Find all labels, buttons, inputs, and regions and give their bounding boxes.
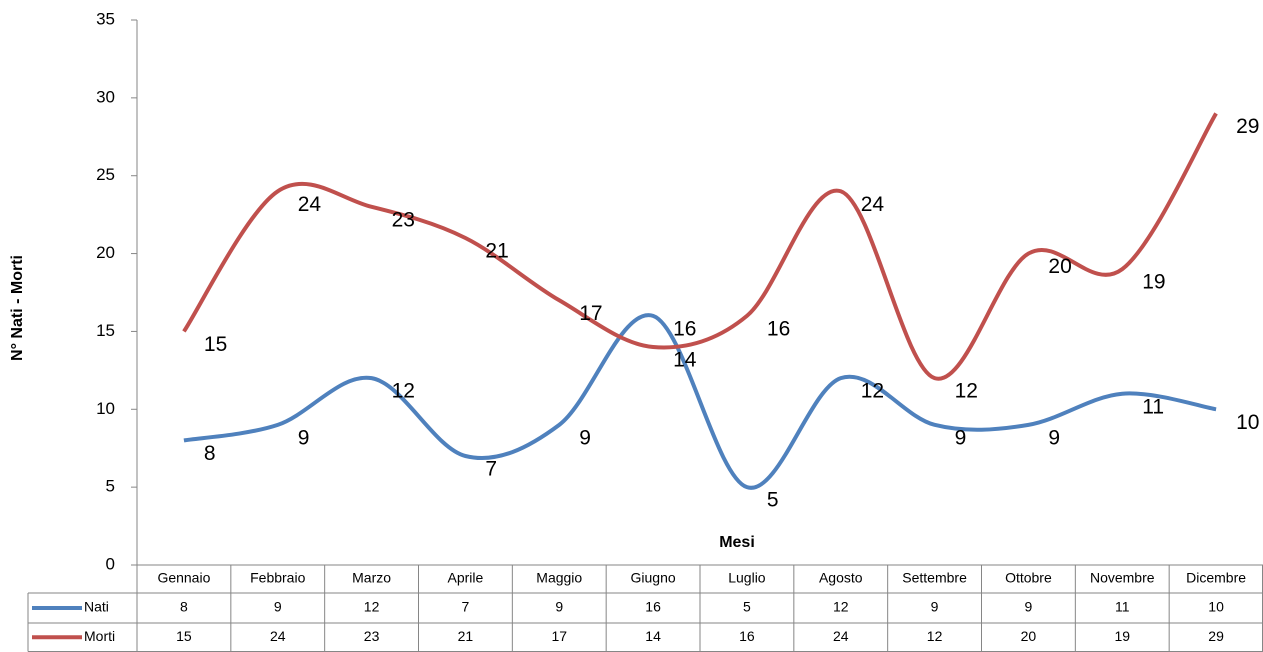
table-cell: 7: [462, 599, 470, 615]
data-label: 9: [298, 426, 310, 449]
table-cell: 19: [1114, 628, 1130, 644]
data-label: 21: [485, 240, 508, 263]
data-label: 9: [955, 426, 967, 449]
table-cell: 10: [1208, 599, 1224, 615]
table-cell: 9: [274, 599, 282, 615]
data-label: 11: [1142, 395, 1164, 418]
data-label: 16: [767, 317, 790, 340]
data-label: 16: [673, 317, 696, 340]
data-label: 19: [1142, 271, 1165, 294]
y-tick-label: 10: [96, 399, 115, 418]
table-cell: 12: [927, 628, 943, 644]
table-cell: 9: [931, 599, 939, 615]
table-cell: 24: [833, 628, 849, 644]
table-cell: 8: [180, 599, 188, 615]
data-label: 17: [579, 302, 602, 325]
table-cell: 23: [364, 628, 380, 644]
table-cell: 12: [833, 599, 849, 615]
y-tick-label: 5: [106, 477, 115, 496]
data-label: 12: [861, 380, 884, 403]
table-cell: 20: [1021, 628, 1037, 644]
x-tick-label: Novembre: [1090, 570, 1155, 586]
table-cell: 12: [364, 599, 380, 615]
table-cell: 14: [645, 628, 661, 644]
data-label: 12: [955, 380, 978, 403]
x-tick-label: Luglio: [728, 570, 766, 586]
x-tick-label: Gennaio: [157, 570, 210, 586]
legend-label: Morti: [84, 628, 115, 644]
x-tick-label: Aprile: [448, 570, 484, 586]
x-tick-label: Marzo: [352, 570, 391, 586]
series-line: [182, 112, 1218, 381]
table-cell: 11: [1115, 599, 1130, 615]
data-label: 14: [673, 349, 697, 372]
y-tick-label: 25: [96, 165, 115, 184]
series-line: [183, 313, 1217, 490]
table-cell: 29: [1208, 628, 1224, 644]
x-tick-label: Agosto: [819, 570, 863, 586]
y-tick-label: 0: [106, 554, 115, 573]
legend-label: Nati: [84, 599, 109, 615]
data-label: 5: [767, 489, 779, 512]
data-label: 9: [1048, 426, 1060, 449]
data-label: 15: [204, 333, 227, 356]
x-tick-label: Giugno: [631, 570, 676, 586]
table-cell: 9: [1025, 599, 1033, 615]
table-cell: 16: [645, 599, 661, 615]
x-tick-label: Febbraio: [250, 570, 305, 586]
y-axis-title: N° Nati - Morti: [9, 255, 26, 361]
data-label: 9: [579, 426, 591, 449]
x-tick-label: Settembre: [902, 570, 967, 586]
data-label: 12: [392, 380, 415, 403]
table-cell: 16: [739, 628, 755, 644]
x-tick-label: Ottobre: [1005, 570, 1052, 586]
table-cell: 17: [551, 628, 567, 644]
x-tick-label: Dicembre: [1186, 570, 1246, 586]
table-cell: 9: [555, 599, 563, 615]
data-label: 20: [1048, 255, 1071, 278]
data-label: 7: [485, 458, 497, 481]
y-tick-label: 20: [96, 243, 115, 262]
y-tick-label: 15: [96, 321, 115, 340]
x-tick-label: Maggio: [536, 570, 582, 586]
table-cell: 21: [458, 628, 474, 644]
data-label: 24: [861, 193, 885, 216]
y-tick-label: 30: [96, 87, 115, 106]
data-label: 8: [204, 442, 216, 465]
table-cell: 24: [270, 628, 286, 644]
data-label: 29: [1236, 115, 1259, 138]
data-label: 10: [1236, 411, 1259, 434]
table-cell: 5: [743, 599, 751, 615]
data-label: 23: [392, 208, 415, 231]
x-axis-title: Mesi: [719, 534, 755, 551]
table-cell: 15: [176, 628, 192, 644]
y-tick-label: 35: [96, 9, 115, 28]
data-label: 24: [298, 193, 322, 216]
